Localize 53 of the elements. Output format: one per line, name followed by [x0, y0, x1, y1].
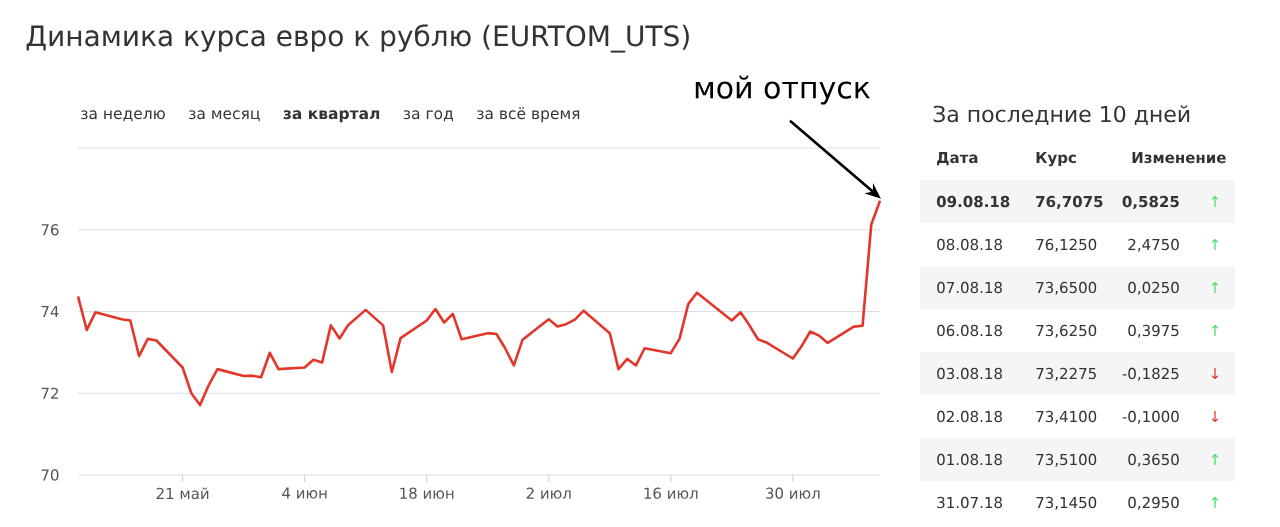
text: 07.08.18 [937, 281, 1002, 294]
text: ↑ [1211, 196, 1219, 207]
text: 73,6250 [1036, 324, 1097, 338]
text: 03.08.18 [937, 367, 1002, 380]
text: ↓ [1211, 368, 1219, 380]
text: за год [403, 110, 453, 122]
text: 76,1250 [1036, 238, 1097, 252]
text: 73,5100 [1036, 453, 1097, 467]
text: за месяц [189, 110, 260, 122]
text: за квартал [283, 110, 380, 123]
y-tick-label: 74 [41, 306, 59, 317]
y-tick-label: 70 [41, 469, 59, 481]
text: 31.07.18 [937, 496, 1002, 509]
text: 0,3650 [1128, 453, 1179, 467]
x-tick-label: 4 июн [282, 487, 327, 499]
x-tick-label: 21 май [156, 487, 209, 500]
text: ↑ [1211, 282, 1219, 293]
x-tick-label: 18 июн [400, 487, 454, 499]
text: 0,2950 [1128, 496, 1179, 510]
text: 0,0250 [1128, 281, 1179, 295]
text: 06.08.18 [937, 324, 1002, 337]
x-tick-label: 2 июл [526, 487, 571, 499]
text: ↑ [1211, 497, 1219, 508]
text: 76,7075 [1036, 195, 1103, 210]
text: ↑ [1211, 239, 1219, 250]
y-tick-label: 72 [41, 387, 58, 399]
x-tick-label: 30 июл [766, 487, 820, 499]
text: за всё время [477, 107, 580, 123]
text: ↑ [1211, 454, 1219, 465]
text: 73,6500 [1036, 281, 1097, 295]
text: 08.08.18 [937, 238, 1002, 251]
text: -0,1825 [1122, 367, 1179, 381]
text: мой отпуск [695, 75, 870, 105]
text: Дата [937, 152, 978, 166]
text: ↓ [1211, 411, 1219, 423]
text: За последние 10 дней [933, 105, 1190, 126]
text: 09.08.18 [936, 195, 1010, 208]
text: 2,4750 [1128, 238, 1179, 252]
chart-title: Динамика курса евро к рублю (EURTOM_UTS) [26, 24, 689, 53]
text: 0,5825 [1122, 195, 1179, 210]
text: 73,2275 [1036, 367, 1096, 381]
text: 02.08.18 [937, 410, 1002, 423]
text: 01.08.18 [937, 453, 1002, 466]
y-tick-label: 76 [41, 224, 59, 236]
text: Изменение [1132, 152, 1226, 164]
text: Курс [1036, 152, 1076, 167]
text: 0,3975 [1128, 324, 1179, 338]
x-tick-label: 16 июл [644, 487, 698, 499]
text: ↑ [1211, 325, 1219, 336]
text: 73,1450 [1036, 496, 1097, 510]
text: за неделю [81, 110, 165, 122]
text: 73,4100 [1036, 410, 1097, 424]
text: -0,1000 [1122, 410, 1179, 424]
